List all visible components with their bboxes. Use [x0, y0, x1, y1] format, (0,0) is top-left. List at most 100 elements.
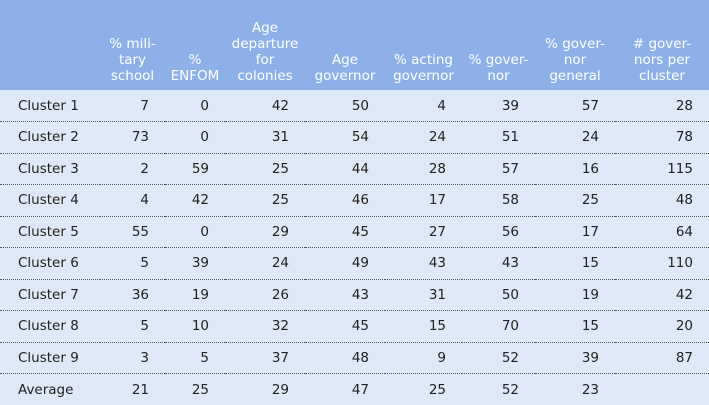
cell: 24: [535, 121, 615, 154]
cell: 7: [100, 90, 165, 122]
cell: 55: [100, 216, 165, 248]
row-label: Cluster 9: [0, 342, 100, 374]
cell: 42: [225, 90, 305, 122]
cell: 4: [100, 184, 165, 217]
cell: 87: [615, 342, 709, 374]
row-label: Cluster 7: [0, 279, 100, 311]
table-row: Average 21 25 29 47 25 52 23: [0, 373, 709, 405]
cell: 45: [305, 310, 385, 343]
cell: 45: [305, 216, 385, 248]
cell: 43: [462, 247, 535, 280]
cell: 42: [615, 279, 709, 311]
cell: 115: [615, 153, 709, 185]
cell: 5: [165, 342, 225, 374]
cell: 49: [305, 247, 385, 280]
cell: 25: [225, 153, 305, 185]
cell: 42: [165, 184, 225, 217]
cell: 56: [462, 216, 535, 248]
table-row: Cluster 1 7 0 42 50 4 39 57 28: [0, 90, 709, 122]
cell: 73: [100, 121, 165, 154]
table-row: Cluster 9 3 5 37 48 9 52 39 87: [0, 342, 709, 374]
cell: 15: [385, 310, 462, 343]
table-row: Cluster 7 36 19 26 43 31 50 19 42: [0, 279, 709, 311]
cell: 2: [100, 153, 165, 185]
cell: 29: [225, 216, 305, 248]
cell: 5: [100, 247, 165, 280]
cell: 24: [385, 121, 462, 154]
cell: 57: [535, 90, 615, 122]
header-cell: # gover- nors per cluster: [632, 36, 692, 84]
cell: 25: [225, 184, 305, 217]
row-label: Cluster 1: [0, 90, 100, 122]
row-label: Cluster 6: [0, 247, 100, 280]
cell: 25: [535, 184, 615, 217]
cell: 21: [131, 381, 149, 398]
cell: 52: [462, 342, 535, 374]
cell: 15: [535, 247, 615, 280]
cell: 36: [100, 279, 165, 311]
cell: 32: [225, 310, 305, 343]
cell: 70: [462, 310, 535, 343]
header-cell: % mili- tary school: [109, 36, 156, 84]
cell: 9: [385, 342, 462, 374]
cell: 31: [385, 279, 462, 311]
row-label: Average: [18, 381, 74, 398]
cell: 25: [428, 381, 446, 398]
header-cell: % ENFOM: [170, 52, 220, 84]
header-cell: % gover- nor: [468, 52, 529, 84]
row-label: Cluster 4: [0, 184, 100, 217]
cell: 110: [615, 247, 709, 280]
table-row: Cluster 4 4 42 25 46 17 58 25 48: [0, 184, 709, 217]
cell: 50: [305, 90, 385, 122]
row-label: Cluster 8: [0, 310, 100, 343]
cell: 16: [535, 153, 615, 185]
cell: 43: [305, 279, 385, 311]
cell: 43: [385, 247, 462, 280]
table-row: Cluster 2 73 0 31 54 24 51 24 78: [0, 121, 709, 154]
cell: 51: [462, 121, 535, 154]
table-body: Cluster 1 7 0 42 50 4 39 57 28 Cluster 2 73 0 31 54 24…: [0, 90, 709, 405]
cell: 48: [305, 342, 385, 374]
table-row: Cluster 8 5 10 32 45 15 70 15 20: [0, 310, 709, 343]
cell: 39: [535, 342, 615, 374]
cell: 0: [165, 90, 225, 122]
cell: 54: [305, 121, 385, 154]
cell: 26: [225, 279, 305, 311]
table-row: Cluster 3 2 59 25 44 28 57 16 115: [0, 153, 709, 185]
cell: 58: [462, 184, 535, 217]
empty-cell: [615, 374, 709, 405]
cell: 0: [165, 216, 225, 248]
cell: 50: [462, 279, 535, 311]
cell: 59: [165, 153, 225, 185]
table-header: % mili- tary school % ENFOM Age departure …: [0, 0, 709, 90]
table-row: Cluster 5 55 0 29 45 27 56 17 64: [0, 216, 709, 248]
cell: 31: [225, 121, 305, 154]
cell: 5: [100, 310, 165, 343]
cell: 46: [305, 184, 385, 217]
header-row: % mili- tary school % ENFOM Age departure …: [0, 0, 709, 90]
cell: 4: [385, 90, 462, 122]
cell: 27: [385, 216, 462, 248]
row-label: Cluster 3: [0, 153, 100, 185]
cell: 78: [615, 121, 709, 154]
cell: 39: [462, 90, 535, 122]
header-cell: % acting governor: [393, 52, 454, 84]
cell: 39: [165, 247, 225, 280]
table-row: Cluster 6 5 39 24 49 43 43 15 110: [0, 247, 709, 280]
header-cell: Age departure for colonies: [231, 20, 299, 84]
cell: 28: [615, 90, 709, 122]
cell: 10: [165, 310, 225, 343]
cell: 17: [385, 184, 462, 217]
cell: 37: [225, 342, 305, 374]
cell: 17: [535, 216, 615, 248]
cell: 29: [271, 381, 289, 398]
header-cell: Age governor: [314, 52, 376, 84]
cell: 57: [462, 153, 535, 185]
cell: 19: [535, 279, 615, 311]
cell: 23: [581, 381, 599, 398]
cell: 24: [225, 247, 305, 280]
row-label: Cluster 5: [0, 216, 100, 248]
cell: 20: [615, 310, 709, 343]
